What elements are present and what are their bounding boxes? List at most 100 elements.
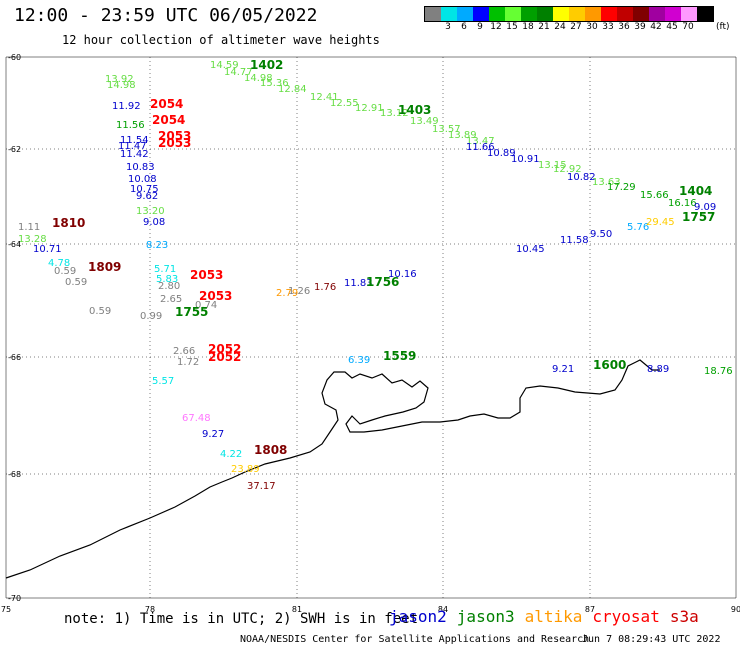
- pass-time-label: 1559: [383, 349, 416, 363]
- generation-timestamp: Jun 7 08:29:43 UTC 2022: [582, 634, 721, 645]
- legend-unit: (ft): [716, 22, 730, 32]
- wave-height-value: 11.66: [466, 142, 495, 153]
- latitude-label: -68: [8, 470, 21, 479]
- wave-height-value: 14.98: [244, 73, 273, 84]
- pass-time-label: 2052: [208, 350, 241, 364]
- legend-label: 45: [666, 22, 678, 32]
- pass-time-label: 2053: [199, 289, 232, 303]
- legend-label: 15: [506, 22, 518, 32]
- wave-height-value: 5.76: [627, 222, 649, 233]
- legend-swatch: [537, 7, 553, 21]
- wave-height-value: 12.91: [355, 103, 384, 114]
- wave-height-value: 9.08: [143, 217, 165, 228]
- wave-height-value: 13.28: [18, 234, 47, 245]
- legend-swatch: [521, 7, 537, 21]
- satellite-name: jason2: [389, 607, 447, 626]
- satellite-name: altika: [524, 607, 583, 626]
- satellite-name: cryosat: [592, 607, 660, 626]
- wave-height-value: 9.21: [552, 364, 574, 375]
- wave-height-value: 0.59: [54, 266, 76, 277]
- legend-label: 39: [634, 22, 646, 32]
- pass-time-label: 2054: [152, 113, 185, 127]
- wave-height-value: 1.72: [177, 357, 199, 368]
- wave-height-value: 10.89: [487, 148, 516, 159]
- legend-swatch: [601, 7, 617, 21]
- wave-height-value: 9.27: [202, 429, 224, 440]
- wave-height-value: 10.91: [511, 154, 540, 165]
- latitude-label: -66: [8, 353, 21, 362]
- wave-height-value: 14.98: [107, 80, 136, 91]
- wave-height-value: 2.79: [276, 288, 298, 299]
- pass-time-label: 2052: [208, 342, 241, 356]
- pass-time-label: 1809: [88, 260, 121, 274]
- pass-time-label: 1810: [52, 216, 85, 230]
- wave-height-value: 10.45: [516, 244, 545, 255]
- legend-swatch: [489, 7, 505, 21]
- pass-time-label: 1600: [593, 358, 626, 372]
- legend-swatch: [697, 7, 713, 21]
- legend-swatch: [681, 7, 697, 21]
- legend-label: 18: [522, 22, 534, 32]
- legend-swatch: [617, 7, 633, 21]
- wave-height-value: 13.12: [380, 108, 409, 119]
- legend-swatch: [553, 7, 569, 21]
- satellite-name: s3a: [669, 607, 699, 626]
- color-legend: [424, 6, 714, 22]
- map-title: 12:00 - 23:59 UTC 06/05/2022: [14, 5, 318, 26]
- satellite-name: jason3: [456, 607, 515, 626]
- legend-swatch: [665, 7, 681, 21]
- legend-label: 42: [650, 22, 662, 32]
- observation-labels: 14.5914.7714.9815.3612.8412.4112.5512.91…: [18, 60, 733, 492]
- wave-height-value: 9.50: [590, 229, 612, 240]
- wave-height-value: 13.20: [136, 206, 165, 217]
- legend-swatch: [649, 7, 665, 21]
- longitude-label: 84: [438, 605, 448, 614]
- wave-height-value: 13.15: [538, 160, 567, 171]
- pass-time-label: 2053: [158, 136, 191, 150]
- wave-height-value: 10.08: [128, 174, 157, 185]
- longitude-label: 78: [145, 605, 155, 614]
- wave-height-value: 9.62: [136, 191, 158, 202]
- wave-height-value: 10.71: [33, 244, 62, 255]
- wave-height-value: 16.16: [668, 198, 697, 209]
- legend-label: 27: [570, 22, 582, 32]
- wave-height-value: 15.36: [260, 78, 289, 89]
- wave-height-value: 37.17: [247, 481, 276, 492]
- pass-time-label: 2053: [158, 129, 191, 143]
- footnote: note: 1) Time is in UTC; 2) SWH is in fe…: [64, 611, 419, 627]
- legend-label: 3: [445, 22, 451, 32]
- pass-time-label: 2054: [150, 97, 183, 111]
- latitude-label: -70: [8, 594, 21, 603]
- wave-height-value: 0.99: [140, 311, 162, 322]
- legend-swatch: [473, 7, 489, 21]
- latitude-label: -64: [8, 240, 21, 249]
- pass-time-label: 1757: [682, 210, 715, 224]
- pass-time-label: 1403: [398, 103, 431, 117]
- legend-label: 6: [461, 22, 467, 32]
- wave-height-value: 0.74: [195, 300, 217, 311]
- wave-height-value: 10.83: [126, 162, 155, 173]
- legend-swatch: [441, 7, 457, 21]
- wave-height-value: 67.48: [182, 413, 211, 424]
- wave-height-value: 2.65: [160, 294, 182, 305]
- wave-height-value: 12.41: [310, 92, 339, 103]
- legend-swatch: [585, 7, 601, 21]
- longitude-label: 90: [731, 605, 740, 614]
- wave-height-value: 14.77: [224, 67, 253, 78]
- coastline: [5, 359, 660, 579]
- legend-label: 30: [586, 22, 598, 32]
- wave-height-value: 11.54: [120, 135, 149, 146]
- wave-height-value: 1.26: [288, 286, 310, 297]
- wave-height-value: 11.56: [116, 120, 145, 131]
- wave-height-value: 6.39: [348, 355, 370, 366]
- legend-label: 21: [538, 22, 550, 32]
- latitude-label: -62: [8, 145, 21, 154]
- wave-height-value: 11.83: [344, 278, 373, 289]
- legend-label: 33: [602, 22, 614, 32]
- pass-time-label: 1755: [175, 305, 208, 319]
- pass-time-label: 1756: [366, 275, 399, 289]
- pass-time-label: 1808: [254, 443, 287, 457]
- wave-height-value: 1.11: [18, 222, 40, 233]
- wave-height-value: 18.76: [704, 366, 733, 377]
- axis-labels: -60 -62 -64 -66 -68 -70 75 78 81 84 87 90: [1, 53, 740, 614]
